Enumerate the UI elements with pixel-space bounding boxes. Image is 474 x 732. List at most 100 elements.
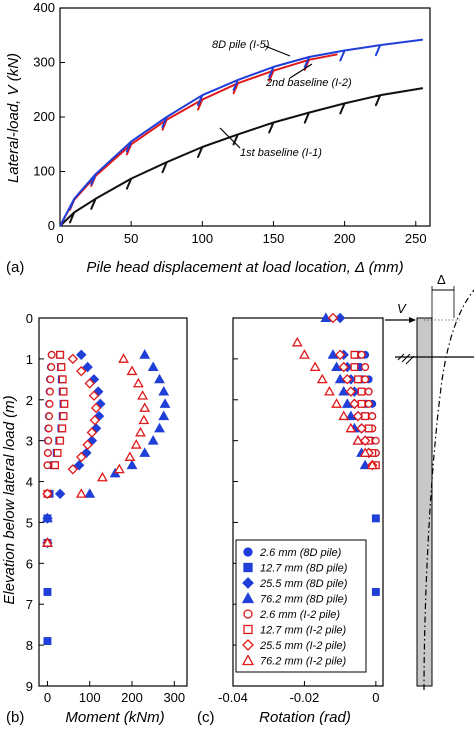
- y-tick-label-b: 3: [26, 434, 33, 449]
- data-point-moment: [81, 447, 92, 459]
- data-point-rotation: [299, 349, 310, 359]
- data-point-moment: [154, 422, 165, 433]
- x-tick-label-b: 200: [121, 690, 143, 705]
- data-point-moment: [84, 378, 95, 389]
- legend-marker: [243, 609, 253, 619]
- data-point-moment: [44, 424, 53, 433]
- series-line-8d-pile-i-5-: [59, 38, 424, 227]
- data-point-moment: [137, 390, 149, 400]
- data-point-moment: [76, 349, 87, 361]
- data-point-moment: [46, 387, 54, 396]
- annotation-arrow-2nd: [289, 63, 313, 79]
- legend-entry: 25.5 mm (8D pile): [259, 578, 348, 590]
- panel-label-b: (b): [6, 709, 24, 726]
- data-point-rotation: [345, 410, 357, 421]
- y-tick-label-b: 7: [26, 597, 33, 612]
- legend-marker: [241, 592, 255, 604]
- y-tick-label-b: 1: [26, 352, 33, 367]
- annotation-2nd-baseline: 2nd baseline (I-2): [265, 77, 352, 89]
- data-point-moment: [126, 459, 138, 470]
- data-point-rotation: [356, 423, 367, 434]
- panel-b: 0 100 200 300 0 1 2 3 4 5 6 7 8 9 Elevation below lat…: [1, 311, 188, 726]
- y-tick-label-a: 300: [33, 55, 55, 70]
- x-axis-label-a: Pile head displacement at load location,…: [86, 259, 403, 276]
- data-point-moment: [124, 451, 136, 461]
- data-point-moment: [82, 439, 93, 450]
- data-point-moment: [76, 365, 87, 377]
- data-point-moment: [42, 488, 53, 500]
- data-point-rotation: [354, 375, 362, 384]
- data-point-rotation: [359, 447, 371, 457]
- y-tick-label-b: 5: [26, 515, 33, 530]
- y-tick-label-a: 100: [33, 164, 55, 179]
- data-point-moment: [132, 377, 144, 388]
- x-tick-label-a: 0: [56, 231, 63, 246]
- panel-c: -0.04 -0.02 0 Rotation (rad) (c) 2.6 mm (8…: [197, 312, 384, 726]
- x-tick-label-a: 250: [405, 231, 427, 246]
- data-point-rotation: [366, 459, 378, 470]
- data-point-moment: [53, 448, 62, 457]
- data-point-moment: [73, 459, 85, 471]
- data-point-rotation: [371, 514, 380, 523]
- axis-c: -0.04 -0.02 0: [218, 317, 379, 705]
- load-arrowhead: [409, 317, 416, 323]
- y-tick-label-a: 0: [48, 218, 55, 233]
- data-point-rotation: [359, 459, 371, 470]
- data-point-rotation: [327, 312, 339, 324]
- y-tick-label-b: 8: [26, 638, 33, 653]
- data-point-rotation: [338, 385, 350, 396]
- data-point-rotation: [352, 410, 364, 422]
- data-point-rotation: [345, 422, 357, 433]
- data-point-moment: [113, 463, 125, 474]
- x-tick-label-a: 50: [124, 231, 138, 246]
- data-point-moment: [47, 350, 56, 359]
- data-point-moment: [130, 439, 142, 449]
- y-tick-label-b: 2: [26, 393, 33, 408]
- legend-marker: [242, 639, 254, 651]
- data-point-rotation: [352, 435, 364, 445]
- legend-entry: 12.7 mm (8D pile): [260, 563, 348, 575]
- legend-entry: 76.2 mm (8D pile): [260, 594, 348, 606]
- data-point-rotation: [331, 361, 342, 372]
- data-point-moment: [126, 365, 138, 376]
- x-axis-label-b: Moment (kNm): [65, 709, 164, 726]
- data-point-rotation: [309, 361, 321, 372]
- legend-entry: 76.2 mm (I-2 pile): [260, 656, 347, 668]
- data-point-moment: [138, 414, 150, 425]
- data-point-moment: [56, 436, 65, 445]
- data-point-moment: [86, 427, 98, 438]
- data-point-moment: [58, 375, 67, 384]
- data-point-moment: [159, 398, 171, 408]
- data-point-moment: [139, 402, 151, 412]
- data-point-moment: [42, 537, 53, 547]
- data-point-rotation: [291, 336, 303, 347]
- data-point-rotation: [316, 373, 328, 384]
- data-point-moment: [158, 410, 170, 421]
- data-point-moment: [89, 415, 101, 426]
- pile-schematic: V Δ: [385, 272, 474, 691]
- legend-marker: [242, 577, 254, 589]
- data-point-rotation: [350, 350, 359, 359]
- displacement-label: Δ: [437, 272, 446, 287]
- data-point-rotation: [338, 410, 350, 421]
- series-a: [59, 38, 424, 227]
- data-point-moment: [118, 353, 129, 363]
- data-point-rotation: [338, 361, 349, 373]
- x-tick-label-b: 100: [79, 690, 101, 705]
- y-tick-label-a: 400: [33, 0, 55, 15]
- data-point-rotation: [371, 436, 380, 445]
- data-point-moment: [88, 390, 100, 401]
- legend: 2.6 mm (8D pile) 12.7 mm (8D pile) 25.5 mm…: [241, 547, 348, 668]
- data-point-moment: [46, 375, 55, 384]
- annotation-8d-pile: 8D pile (I-5): [212, 39, 270, 51]
- data-point-moment: [158, 385, 170, 396]
- data-point-moment: [154, 373, 165, 384]
- data-point-moment: [51, 461, 60, 470]
- axis-b: 0 100 200 300 0 1 2 3 4 5 6 7 8 9: [26, 311, 185, 705]
- data-point-rotation: [331, 398, 342, 408]
- data-point-rotation: [334, 349, 346, 361]
- panel-a: 0 50 100 150 200 250 0 100 200 300 400 Lateral-loa…: [5, 0, 431, 276]
- y-tick-label-b: 4: [26, 475, 33, 490]
- data-point-rotation: [361, 375, 370, 384]
